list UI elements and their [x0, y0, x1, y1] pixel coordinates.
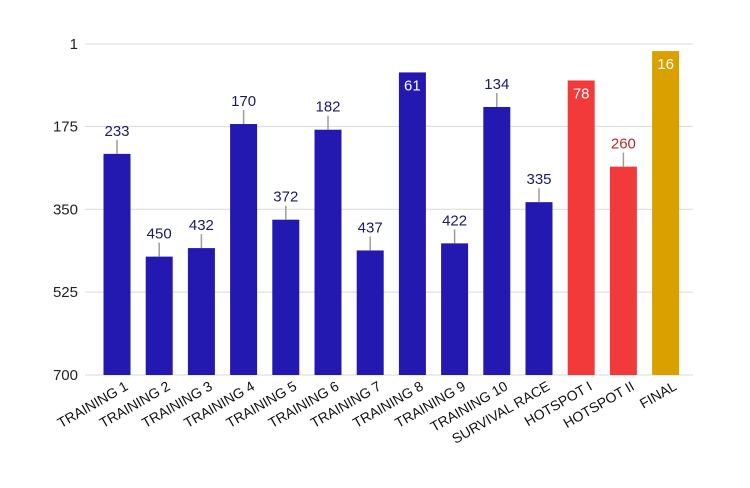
- bar-value-label: 78: [573, 85, 590, 102]
- bar-value-label: 372: [273, 189, 298, 206]
- bar-value-label: 432: [189, 217, 214, 234]
- bar-value-label: 260: [611, 136, 636, 153]
- bar: [356, 250, 384, 375]
- y-axis-ticks: 1 175 350 525 700: [53, 36, 78, 384]
- y-tick-label: 350: [53, 201, 78, 218]
- gridlines: [85, 43, 693, 376]
- value-labels: 233 450 432 170 372 182 437 61 422 134 335 78 260 16: [104, 56, 674, 257]
- y-tick-label: 525: [53, 284, 78, 301]
- bar-value-label: 437: [358, 219, 383, 236]
- bar: [441, 243, 469, 375]
- bar-value-label: 170: [231, 93, 256, 110]
- y-tick-label: 175: [53, 118, 78, 135]
- bar: [652, 51, 680, 376]
- bar: [398, 72, 426, 375]
- bar: [145, 256, 173, 375]
- bar: [272, 219, 300, 375]
- y-tick-label: 1: [70, 36, 78, 53]
- bar: [314, 129, 342, 375]
- bar: [230, 124, 258, 375]
- bar-value-label: 16: [657, 56, 674, 73]
- bar: [609, 166, 637, 375]
- bar: [525, 202, 553, 375]
- bar: [483, 106, 511, 375]
- bar-value-label: 182: [315, 99, 340, 116]
- bars: [103, 51, 680, 376]
- bar-value-label: 61: [404, 77, 421, 94]
- bar-value-label: 233: [104, 123, 129, 140]
- bar-value-label: 450: [147, 226, 172, 243]
- bar: [567, 80, 595, 375]
- bar-value-label: 134: [484, 76, 509, 93]
- bar: [103, 153, 131, 375]
- bar: [187, 248, 215, 375]
- bar-value-label: 422: [442, 212, 467, 229]
- x-category-label: FINAL: [637, 378, 680, 412]
- y-tick-label: 700: [53, 367, 78, 384]
- bar-value-label: 335: [526, 171, 551, 188]
